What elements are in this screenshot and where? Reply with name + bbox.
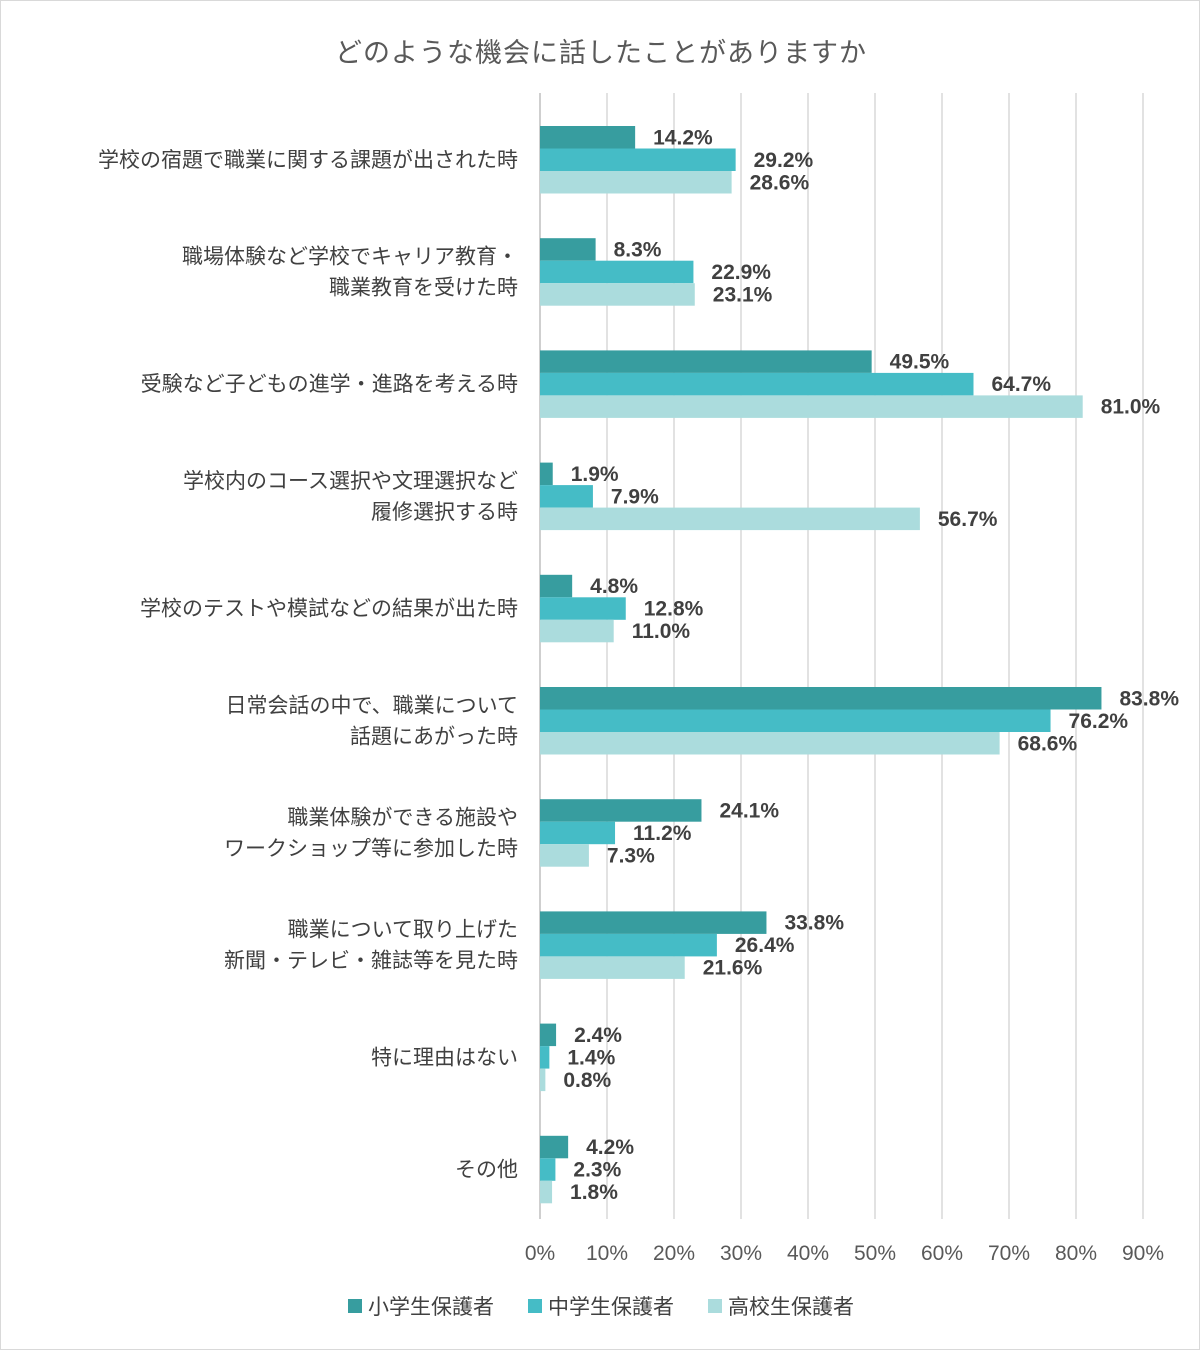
bar-series-2-category-5	[540, 732, 1000, 755]
x-tick-label-3: 30%	[720, 1242, 762, 1265]
category-label-3-line-1: 履修選択する時	[371, 500, 518, 524]
category-label-5-line-0: 日常会話の中で、職業について	[225, 693, 518, 717]
value-label-series-0-category-7: 33.8%	[784, 912, 844, 935]
bar-series-2-category-6	[540, 844, 589, 867]
value-label-series-0-category-2: 49.5%	[890, 351, 950, 374]
x-tick-label-1: 10%	[586, 1242, 628, 1265]
value-label-series-0-category-8: 2.4%	[574, 1024, 622, 1047]
bar-series-1-category-6	[540, 821, 616, 845]
bar-series-2-category-1	[540, 283, 695, 306]
bar-series-1-category-3	[540, 485, 593, 508]
bar-series-0-category-0	[540, 126, 636, 149]
bar-series-2-category-8	[540, 1068, 546, 1092]
legend-label-junior-high: 中学生保護者	[548, 1295, 674, 1319]
bar-series-2-category-7	[540, 956, 685, 979]
value-label-series-1-category-9: 2.3%	[573, 1159, 621, 1182]
x-tick-label-2: 20%	[653, 1242, 695, 1265]
bar-series-0-category-1	[540, 238, 596, 261]
value-label-series-0-category-9: 4.2%	[586, 1136, 634, 1159]
value-label-series-0-category-3: 1.9%	[571, 463, 619, 486]
category-label-6-line-1: ワークショップ等に参加した時	[224, 836, 518, 860]
legend-item-high-school: 高校生保護者	[708, 1291, 854, 1321]
bar-series-0-category-3	[540, 462, 553, 486]
value-label-series-2-category-5: 68.6%	[1018, 732, 1078, 755]
x-tick-label-9: 90%	[1122, 1242, 1164, 1265]
bar-series-2-category-2	[540, 395, 1083, 418]
legend-swatch-high-school	[708, 1299, 722, 1313]
value-label-series-1-category-7: 26.4%	[735, 934, 795, 957]
category-label-4-line-0: 学校のテストや模試などの結果が出た時	[140, 597, 518, 621]
value-label-series-0-category-5: 83.8%	[1119, 687, 1179, 710]
bar-series-0-category-5	[540, 687, 1102, 710]
bar-series-0-category-4	[540, 574, 573, 598]
value-label-series-1-category-2: 64.7%	[991, 373, 1051, 396]
category-label-7-line-1: 新聞・テレビ・雑誌等を見た時	[224, 949, 518, 973]
x-tick-label-0: 0%	[525, 1242, 555, 1265]
value-label-series-0-category-4: 4.8%	[590, 575, 638, 598]
category-label-1-line-0: 職場体験など学校でキャリア教育・	[182, 244, 518, 268]
category-label-6-line-0: 職業体験ができる施設や	[287, 805, 518, 829]
value-label-series-2-category-2: 81.0%	[1101, 396, 1161, 419]
bar-series-1-category-1	[540, 260, 694, 284]
x-tick-label-4: 40%	[787, 1242, 829, 1265]
category-label-3-line-0: 学校内のコース選択や文理選択など	[183, 469, 518, 493]
legend-swatch-junior-high	[528, 1299, 542, 1313]
bar-series-1-category-5	[540, 709, 1051, 732]
bar-series-1-category-4	[540, 597, 626, 620]
value-label-series-2-category-4: 11.0%	[632, 620, 691, 643]
value-label-series-2-category-1: 23.1%	[713, 283, 773, 306]
value-label-series-2-category-7: 21.6%	[703, 957, 763, 980]
value-label-series-2-category-0: 28.6%	[750, 171, 810, 194]
value-label-series-2-category-6: 7.3%	[607, 844, 655, 867]
bar-series-1-category-9	[540, 1158, 556, 1181]
category-label-1-line-1: 職業教育を受けた時	[329, 275, 518, 299]
x-tick-label-5: 50%	[854, 1242, 896, 1265]
bar-series-1-category-0	[540, 148, 736, 171]
legend-item-junior-high: 中学生保護者	[528, 1291, 674, 1321]
x-tick-label-8: 80%	[1055, 1242, 1097, 1265]
category-label-7-line-0: 職業について取り上げた	[288, 918, 518, 942]
category-label-2-line-0: 受験など子どもの進学・進路を考える時	[141, 372, 518, 396]
bar-series-0-category-9	[540, 1135, 569, 1159]
x-tick-label-6: 60%	[921, 1242, 963, 1265]
value-label-series-1-category-1: 22.9%	[711, 261, 771, 284]
value-label-series-1-category-4: 12.8%	[644, 598, 704, 621]
category-label-5-line-1: 話題にあがった時	[350, 724, 518, 748]
legend: 小学生保護者 中学生保護者 高校生保護者	[1, 1291, 1200, 1321]
bar-series-0-category-8	[540, 1023, 557, 1047]
value-label-series-2-category-9: 1.8%	[570, 1181, 618, 1204]
value-label-series-1-category-6: 11.2%	[633, 822, 692, 845]
x-tick-label-7: 70%	[988, 1242, 1030, 1265]
chart-title: どのような機会に話したことがありますか	[335, 38, 867, 69]
category-label-0-line-0: 学校の宿題で職業に関する課題が出された時	[98, 148, 518, 172]
value-label-series-2-category-3: 56.7%	[938, 508, 998, 531]
value-label-series-1-category-8: 1.4%	[567, 1046, 615, 1069]
legend-label-elementary: 小学生保護者	[368, 1295, 494, 1319]
bar-series-0-category-2	[540, 350, 872, 373]
category-label-8-line-0: 特に理由はない	[371, 1045, 518, 1069]
bar-series-1-category-2	[540, 372, 974, 396]
bar-series-0-category-7	[540, 911, 767, 934]
bar-series-0-category-6	[540, 799, 702, 822]
bar-series-2-category-4	[540, 619, 614, 643]
legend-item-elementary: 小学生保護者	[348, 1291, 494, 1321]
bar-series-1-category-7	[540, 933, 717, 957]
bar-series-2-category-9	[540, 1180, 553, 1204]
value-label-series-1-category-5: 76.2%	[1069, 710, 1129, 733]
value-label-series-1-category-0: 29.2%	[754, 149, 814, 172]
legend-swatch-elementary	[348, 1299, 362, 1313]
value-label-series-0-category-6: 24.1%	[719, 799, 779, 822]
bar-series-2-category-0	[540, 171, 732, 194]
bar-series-2-category-3	[540, 507, 920, 531]
category-label-9-line-0: その他	[455, 1158, 518, 1182]
bar-series-1-category-8	[540, 1046, 550, 1069]
value-label-series-1-category-3: 7.9%	[611, 485, 659, 508]
value-label-series-0-category-1: 8.3%	[614, 238, 662, 261]
value-label-series-0-category-0: 14.2%	[653, 126, 713, 149]
legend-label-high-school: 高校生保護者	[728, 1295, 854, 1319]
value-label-series-2-category-8: 0.8%	[563, 1069, 611, 1092]
